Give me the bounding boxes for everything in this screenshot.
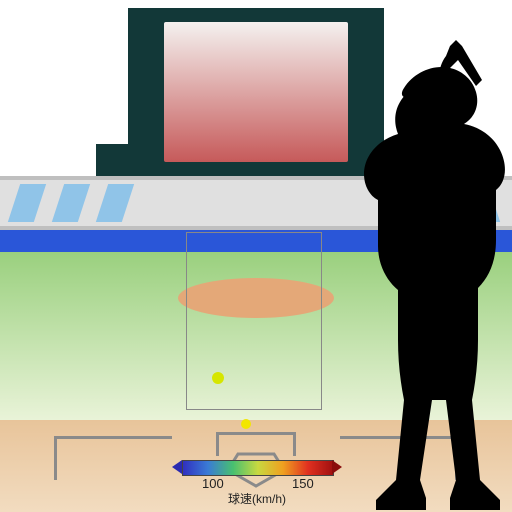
legend-tri-right <box>332 460 342 474</box>
plate-line-4 <box>216 432 296 435</box>
scoreboard-wing-left <box>96 144 132 176</box>
plate-line-1 <box>54 436 57 480</box>
batter-silhouette <box>300 40 512 510</box>
pitch-marker-1 <box>241 419 251 429</box>
pitch-marker-0 <box>212 372 224 384</box>
legend-bar <box>182 460 334 476</box>
legend-tri-left <box>172 460 182 474</box>
speed-legend: 100150球速(km/h) <box>172 460 342 500</box>
plate-line-6 <box>293 432 296 456</box>
legend-label: 球速(km/h) <box>172 490 342 507</box>
plate-line-0 <box>54 436 172 439</box>
plate-line-5 <box>216 432 219 456</box>
legend-tick-0: 100 <box>202 476 224 491</box>
legend-tick-1: 150 <box>292 476 314 491</box>
pitch-location-chart: 100 150球速(km/h) <box>0 0 512 512</box>
